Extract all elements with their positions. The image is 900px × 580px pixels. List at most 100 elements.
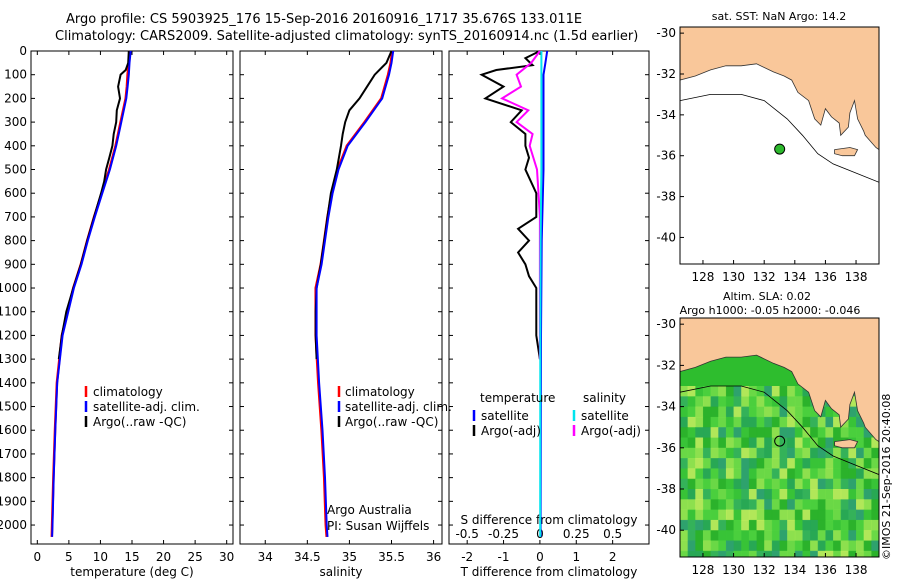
map-sla-cell [710,519,719,531]
map-sla-cell [810,478,819,490]
map-sla-cell [764,489,773,500]
map-sla-content [680,318,879,557]
map-sla-cell [695,437,704,449]
map-sla-cell [802,499,811,511]
map-sla-cell [848,519,857,531]
map-sla-cell [787,396,796,408]
map-sla-cell [748,550,758,557]
map-sla-cell [748,499,758,511]
map-sla-cell [833,447,842,459]
map-sla-cell [833,468,842,480]
diff-xtick-label-3: 1 [572,550,580,564]
map-sla-cell [756,550,765,557]
map-sla-cell [741,385,750,397]
map-sla-cell [687,519,696,531]
temperature-series-2-line [57,50,130,360]
map-sla-cell [756,489,765,500]
map-sla-cell [779,519,788,531]
map-sla-cell [871,519,879,531]
map-sla-cell [787,489,796,500]
map-sla-cell [802,519,811,531]
map-sst-xtick-label-5: 138 [845,270,868,284]
map-sla-cell [848,396,857,408]
map-sla-frame [679,317,880,558]
temperature-xtick-label-3: 15 [124,550,139,564]
map-sst-title: sat. SST: NaN Argo: 14.2 [712,10,846,23]
map-sla-cell [840,458,849,469]
map-sla-cell [802,478,811,490]
map-sla-cell [687,427,696,438]
map-sla-cell [856,468,865,480]
map-sla-cell [794,468,803,480]
map-sla-cell [779,478,788,490]
map-sla-cell [779,499,788,511]
salinity-xtick-label-2: 35 [342,550,357,564]
map-sla-cell [825,416,834,428]
map-sla-cell [794,550,803,557]
map-sla-cell [810,447,819,459]
map-sla-cell [733,396,742,408]
map-sla-cell [787,458,796,469]
map-sla-cell [863,519,872,531]
map-sla-cell [725,509,735,521]
map-sla-cell [825,509,834,521]
map-sla-cell [779,540,788,552]
temperature-xtick-label-0: 0 [33,550,41,564]
map-sla-cell [695,385,704,397]
map-sla-cell [680,447,689,459]
map-sla-cell [756,396,765,408]
map-sla-cell [794,396,803,408]
map-sla-cell [817,478,826,490]
map-sla-cell [725,540,735,552]
temperature-ytick-label-10: 1000 [0,281,27,295]
map-sla-cell [871,437,879,449]
map-sla-cell [833,530,842,542]
map-sla-cell [856,540,865,552]
map-sla-cell [764,509,773,521]
map-sla-cell [687,550,696,557]
map-sla-cell [687,396,696,408]
map-sla-cell [771,385,780,397]
map-sla-cell [764,530,773,542]
map-sla-cell [718,530,727,542]
map-sla-cell [825,550,834,557]
map-sla-cell [856,478,865,490]
map-sla-cell [695,406,704,418]
map-sla-cell [810,530,819,542]
map-sla-xtick-label-2: 132 [753,563,776,577]
map-sla-cell [848,550,857,557]
map-sla-cell [771,427,780,438]
temperature-legend-label-0: climatology [93,385,163,399]
map-sla-cell [725,416,735,428]
map-sla-cell [725,437,735,449]
map-sla-cell [687,509,696,521]
map-sst-argo-marker [774,143,786,155]
temperature-ytick-label-6: 600 [4,186,27,200]
map-sla-cell [710,478,719,490]
map-sla-cell [779,489,788,500]
map-sla-cell [687,478,696,490]
map-sla-cell [779,427,788,438]
map-sla-cell [718,416,727,428]
map-sla-cell [748,509,758,521]
map-sla-cell [733,416,742,428]
salinity-xlabel: salinity [319,565,362,579]
map-sla-cell [756,416,765,428]
map-sla-cell [848,509,857,521]
temperature-ytick-label-19: 1900 [0,494,27,508]
map-sla-cell [680,519,689,531]
map-sla-cell [771,447,780,459]
map-sst-xtick-label-0: 128 [692,270,715,284]
map-sla-ytick-label-2: -34 [656,400,676,414]
map-sla-cell [741,406,750,418]
map-sla-cell [710,416,719,428]
map-sla-cell [741,499,750,511]
map-sst-ytick-label-5: -40 [656,230,676,244]
diff-xlabel-top: S difference from climatology [461,513,638,527]
map-sla-cell [748,530,758,542]
diff-xtick-top-label-4: 0.5 [603,527,622,541]
map-sla-cell [802,396,811,408]
map-sst-ytick-label-4: -38 [656,190,676,204]
map-sla-cell [863,489,872,500]
map-sla-cell [687,437,696,449]
